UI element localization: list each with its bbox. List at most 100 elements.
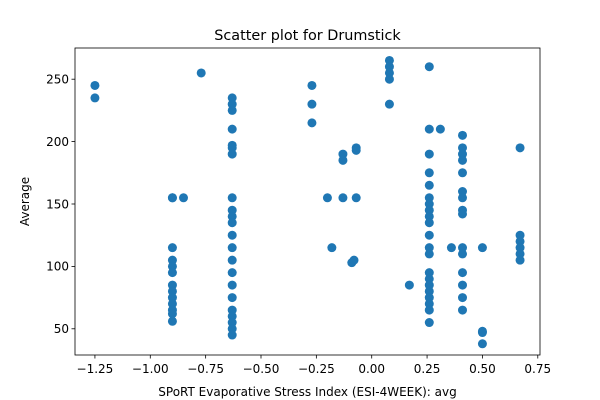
data-point [515, 243, 525, 253]
data-point [435, 124, 445, 134]
data-point [477, 339, 487, 349]
data-point [227, 330, 237, 340]
x-tick-label: 0.75 [524, 362, 551, 376]
data-point [424, 286, 434, 296]
data-point [458, 280, 467, 290]
marks-layer [90, 55, 525, 349]
y-tick-label: 100 [46, 260, 69, 274]
data-point [227, 243, 237, 253]
data-point [338, 193, 348, 203]
data-point [307, 99, 317, 109]
data-point [424, 293, 434, 303]
x-axis-label: SPoRT Evaporative Stress Index (ESI-4WEE… [158, 385, 456, 399]
data-point [424, 305, 434, 315]
data-point [424, 180, 434, 190]
data-point [515, 230, 525, 240]
data-point [458, 193, 467, 203]
data-point [384, 62, 394, 72]
data-point [167, 280, 177, 290]
data-point [227, 124, 237, 134]
data-point [227, 324, 237, 334]
data-point [338, 155, 348, 165]
data-point [404, 280, 414, 290]
data-point [227, 93, 237, 103]
data-point [424, 199, 434, 209]
data-point [167, 316, 177, 326]
data-point [384, 55, 394, 65]
data-point [227, 230, 237, 240]
data-point [90, 80, 100, 90]
data-point [167, 293, 177, 303]
x-tick-label: −0.25 [298, 362, 335, 376]
data-point [424, 274, 434, 284]
data-point [515, 143, 525, 153]
data-point [515, 255, 525, 265]
data-point [196, 68, 206, 78]
x-tick-label: −0.50 [243, 362, 280, 376]
x-tick-label: −1.00 [132, 362, 169, 376]
data-point [515, 249, 525, 259]
data-point [167, 268, 177, 278]
data-point [424, 62, 434, 72]
data-point [458, 209, 467, 219]
data-point [227, 143, 237, 153]
data-point [424, 193, 434, 203]
data-point [227, 218, 237, 228]
data-point [167, 243, 177, 253]
data-point [167, 286, 177, 296]
data-point [227, 268, 237, 278]
data-point [227, 293, 237, 303]
x-tick-label: 0.50 [469, 362, 496, 376]
data-point [477, 328, 487, 338]
data-point [227, 255, 237, 265]
data-point [458, 187, 467, 197]
data-point [338, 149, 348, 159]
data-point [458, 243, 467, 253]
data-point [458, 249, 467, 259]
data-point [327, 243, 337, 253]
data-point [227, 211, 237, 221]
x-tick-label: 0.25 [414, 362, 441, 376]
data-point [351, 145, 361, 155]
data-point [458, 168, 467, 178]
y-axis: 50 100 150 200 250 [46, 72, 75, 336]
data-point [90, 93, 100, 103]
data-point [424, 205, 434, 215]
data-point [424, 249, 434, 259]
data-point [227, 99, 237, 109]
data-point [227, 280, 237, 290]
y-tick-label: 150 [46, 197, 69, 211]
data-point [384, 74, 394, 84]
data-point [458, 268, 467, 278]
data-point [227, 205, 237, 215]
data-point [227, 305, 237, 315]
data-point [458, 130, 467, 140]
data-point [424, 243, 434, 253]
data-point [227, 105, 237, 115]
data-point [351, 193, 361, 203]
data-point [458, 149, 467, 159]
x-tick-label: −1.25 [77, 362, 114, 376]
y-tick-label: 50 [54, 322, 69, 336]
chart-title: Scatter plot for Drumstick [214, 28, 401, 44]
data-point [458, 305, 467, 315]
data-point [167, 309, 177, 319]
y-axis-label: Average [18, 177, 32, 226]
data-point [307, 118, 317, 128]
data-point [227, 318, 237, 328]
x-tick-label: 0.00 [358, 362, 385, 376]
data-point [458, 293, 467, 303]
data-point [167, 299, 177, 309]
data-point [424, 218, 434, 228]
data-point [446, 243, 456, 253]
data-point [424, 211, 434, 221]
data-point [167, 193, 177, 203]
data-point [349, 255, 359, 265]
data-point [179, 193, 188, 203]
data-point [424, 299, 434, 309]
x-axis: −1.25 −1.00 −0.75 −0.50 −0.25 0.00 0.25 0.50 0.7… [77, 355, 551, 376]
data-point [424, 318, 434, 328]
data-point [424, 149, 434, 159]
